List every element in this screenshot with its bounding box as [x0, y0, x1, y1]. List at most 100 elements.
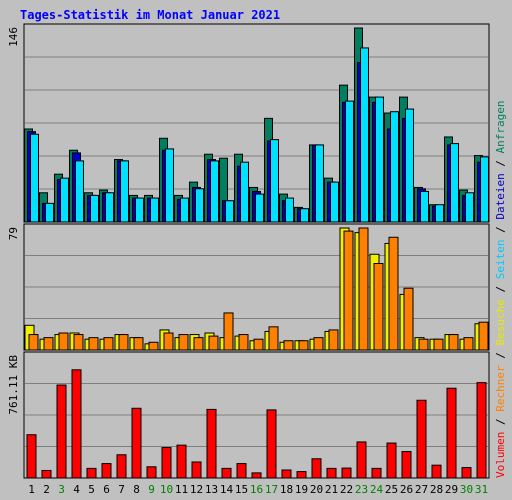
bar-volumen	[251, 472, 262, 479]
bar-volumen	[86, 467, 97, 479]
bar-seiten	[210, 160, 219, 223]
bar-volumen	[341, 467, 352, 479]
bar-rechner	[433, 338, 444, 351]
bar-rechner	[163, 332, 174, 351]
bar-seiten	[270, 139, 279, 223]
bar-seiten	[165, 148, 174, 223]
bar-rechner	[448, 334, 459, 351]
bar-rechner	[418, 338, 429, 351]
bar-volumen	[71, 369, 82, 479]
bar-rechner	[478, 321, 489, 351]
x-tick-label: 2	[43, 483, 50, 496]
x-tick-label: 14	[220, 483, 234, 496]
bar-seiten	[135, 197, 144, 223]
x-tick-label: 18	[280, 483, 293, 496]
bar-rechner	[193, 337, 204, 351]
bar-volumen	[56, 384, 67, 479]
x-tick-label: 10	[160, 483, 173, 496]
x-tick-label: 30	[460, 483, 473, 496]
bar-seiten	[285, 197, 294, 223]
bar-seiten	[45, 202, 54, 223]
bar-volumen	[431, 464, 442, 479]
legend-entry: /	[494, 412, 507, 432]
x-tick-label: 6	[103, 483, 110, 496]
x-tick-label: 1	[28, 483, 35, 496]
x-tick-label: 28	[430, 483, 443, 496]
bar-rechner	[28, 334, 39, 351]
bar-seiten	[315, 144, 324, 223]
bar-seiten	[180, 197, 189, 223]
bar-seiten	[240, 161, 249, 223]
x-tick-label: 19	[295, 483, 308, 496]
bar-seiten	[225, 200, 234, 223]
x-tick-label: 11	[175, 483, 188, 496]
x-tick-label: 3	[58, 483, 65, 496]
bar-volumen	[101, 463, 112, 479]
x-tick-label: 4	[73, 483, 80, 496]
x-tick-label: 12	[190, 483, 203, 496]
bar-volumen	[326, 467, 337, 479]
x-tick-label: 21	[325, 483, 338, 496]
bar-seiten	[435, 204, 444, 223]
bar-rechner	[373, 263, 384, 351]
bar-rechner	[43, 337, 54, 351]
x-tick-label: 15	[235, 483, 248, 496]
bar-volumen	[161, 447, 172, 479]
x-tick-label: 26	[400, 483, 413, 496]
bar-rechner	[343, 230, 354, 351]
bar-volumen	[476, 382, 487, 479]
bar-seiten	[360, 47, 369, 223]
bar-rechner	[148, 341, 159, 351]
bar-rechner	[283, 340, 294, 351]
bar-rechner	[118, 334, 129, 351]
bar-seiten	[405, 108, 414, 223]
legend-entry: /	[494, 220, 507, 240]
bar-seiten	[450, 143, 459, 223]
ymax-label-middle: 79	[7, 227, 20, 240]
x-tick-label: 5	[88, 483, 95, 496]
x-tick-label: 25	[385, 483, 398, 496]
bar-seiten	[300, 208, 309, 223]
bar-seiten	[150, 197, 159, 223]
bar-volumen	[41, 469, 52, 479]
bar-rechner	[328, 329, 339, 351]
bar-rechner	[403, 287, 414, 351]
bar-seiten	[30, 133, 39, 223]
legend-entry: Anfragen	[494, 100, 507, 153]
x-tick-label: 13	[205, 483, 218, 496]
bar-volumen	[371, 467, 382, 479]
bar-volumen	[266, 409, 277, 479]
bar-rechner	[133, 337, 144, 351]
bar-volumen	[461, 467, 472, 479]
bar-seiten	[195, 188, 204, 223]
bar-rechner	[238, 334, 249, 351]
legend-entry: Dateien	[494, 173, 507, 219]
bar-rechner	[73, 334, 84, 351]
x-tick-label: 31	[475, 483, 488, 496]
bar-volumen	[206, 408, 217, 479]
bar-seiten	[465, 192, 474, 223]
bar-volumen	[146, 466, 157, 479]
bar-rechner	[388, 236, 399, 351]
x-tick-label: 29	[445, 483, 458, 496]
bar-rechner	[268, 326, 279, 351]
bar-seiten	[255, 193, 264, 223]
bar-volumen	[281, 469, 292, 479]
bar-rechner	[178, 334, 189, 351]
bar-volumen	[221, 467, 232, 479]
bar-volumen	[191, 461, 202, 479]
bar-rechner	[253, 338, 264, 351]
legend-entry: Volumen	[494, 432, 507, 478]
bar-volumen	[131, 407, 142, 479]
bar-rechner	[103, 337, 114, 351]
bar-rechner	[58, 332, 69, 351]
x-tick-label: 9	[148, 483, 155, 496]
bar-volumen	[356, 441, 367, 479]
bar-rechner	[208, 335, 219, 351]
bar-volumen	[416, 399, 427, 479]
x-tick-label: 8	[133, 483, 140, 496]
bar-seiten	[60, 177, 69, 223]
bar-volumen	[116, 454, 127, 479]
bar-rechner	[223, 312, 234, 351]
bar-seiten	[480, 156, 489, 223]
